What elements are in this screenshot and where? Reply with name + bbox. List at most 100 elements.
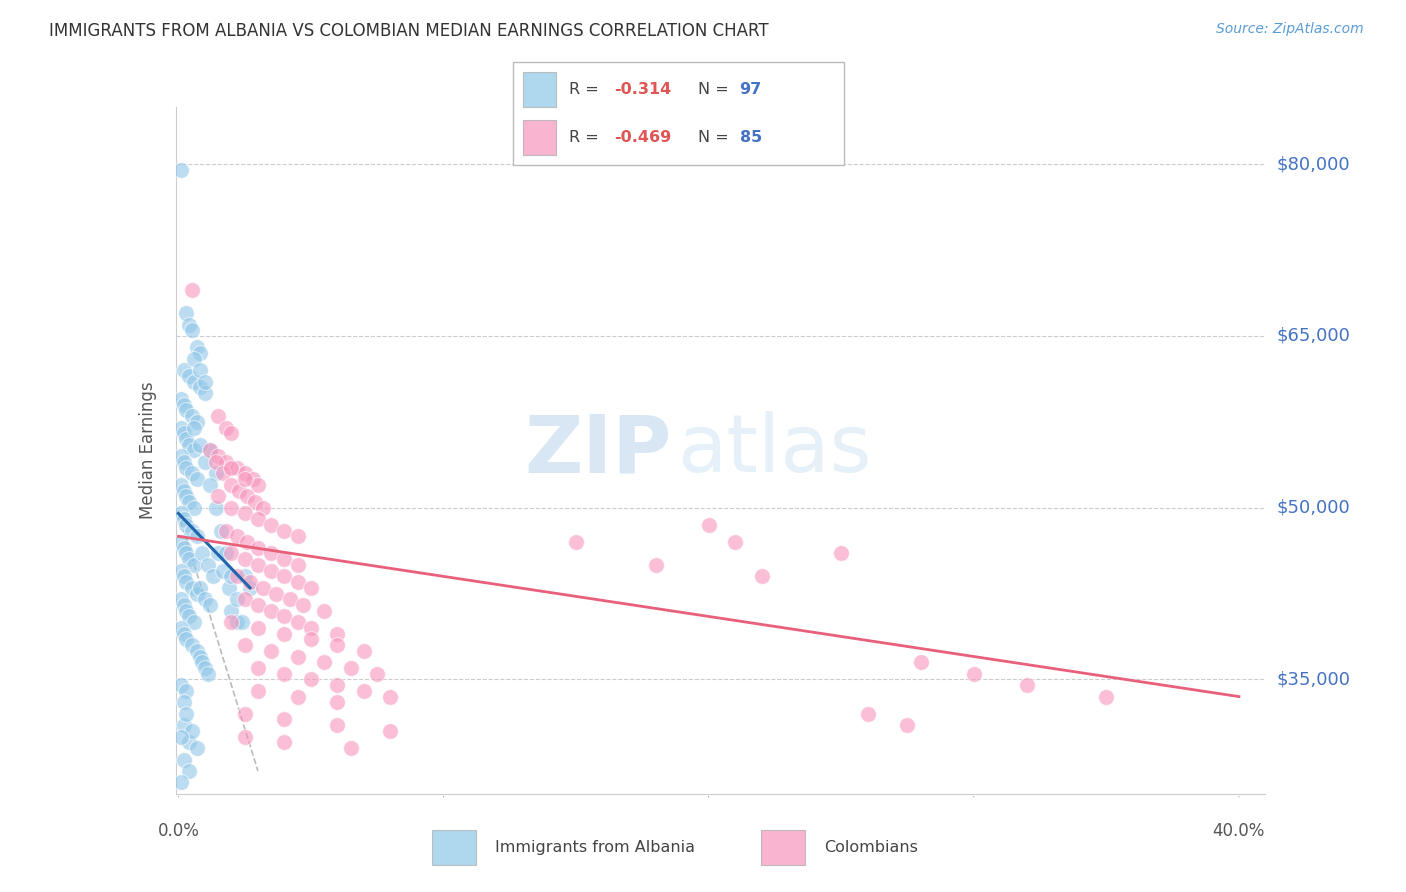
Point (186, 586, 208, 600)
Point (326, 718, 349, 732)
Point (183, 375, 205, 389)
Point (963, 666, 986, 681)
Point (186, 644, 208, 658)
Point (314, 655, 336, 669)
Point (239, 581, 262, 595)
Point (180, 723, 202, 738)
Point (326, 678, 349, 692)
Point (246, 598, 269, 612)
Point (233, 592, 256, 607)
Point (233, 706, 256, 721)
Point (194, 386, 217, 401)
Point (200, 478, 222, 492)
Point (173, 569, 195, 583)
Point (194, 455, 217, 469)
Point (186, 472, 208, 486)
Point (170, 420, 193, 434)
Point (176, 546, 198, 560)
Text: 40.0%: 40.0% (1213, 822, 1265, 840)
Point (287, 649, 309, 664)
Point (180, 323, 202, 337)
Point (173, 626, 195, 640)
FancyBboxPatch shape (761, 830, 804, 865)
Point (180, 409, 202, 424)
Text: Source: ZipAtlas.com: Source: ZipAtlas.com (1216, 22, 1364, 37)
Point (180, 467, 202, 481)
Text: 85: 85 (740, 130, 762, 145)
Point (186, 529, 208, 543)
Text: -0.314: -0.314 (614, 81, 671, 96)
Point (242, 472, 264, 486)
Point (183, 558, 205, 572)
Point (252, 500, 274, 515)
Text: 0.0%: 0.0% (157, 822, 200, 840)
Point (830, 546, 852, 560)
Point (910, 655, 932, 669)
Text: R =: R = (569, 81, 605, 96)
Point (177, 318, 200, 332)
Text: $80,000: $80,000 (1277, 155, 1350, 173)
FancyBboxPatch shape (523, 120, 557, 155)
Point (207, 489, 229, 503)
Point (225, 615, 247, 630)
Point (201, 569, 224, 583)
Point (353, 683, 375, 698)
Point (188, 438, 211, 452)
Point (180, 283, 202, 297)
Point (215, 546, 238, 560)
Point (273, 735, 295, 749)
Point (170, 449, 193, 463)
Point (339, 661, 361, 675)
Point (207, 409, 229, 424)
Point (233, 552, 256, 566)
Point (353, 644, 375, 658)
Point (191, 546, 214, 560)
Point (207, 546, 229, 560)
Point (183, 615, 205, 630)
Point (170, 592, 193, 607)
Point (896, 718, 918, 732)
FancyBboxPatch shape (513, 62, 844, 165)
Point (221, 569, 243, 583)
Point (225, 460, 247, 475)
Point (260, 564, 283, 578)
Point (204, 500, 226, 515)
Point (215, 455, 238, 469)
Point (221, 546, 243, 560)
Text: $35,000: $35,000 (1277, 671, 1351, 689)
Point (380, 690, 402, 704)
Text: -0.469: -0.469 (614, 130, 671, 145)
Point (273, 626, 295, 640)
Point (273, 713, 295, 727)
Point (273, 569, 295, 583)
Text: IMMIGRANTS FROM ALBANIA VS COLOMBIAN MEDIAN EARNINGS CORRELATION CHART: IMMIGRANTS FROM ALBANIA VS COLOMBIAN MED… (49, 22, 769, 40)
Point (273, 666, 295, 681)
Point (236, 489, 259, 503)
Point (246, 512, 269, 526)
Point (751, 569, 773, 583)
Point (287, 529, 309, 543)
Point (225, 592, 247, 607)
Point (221, 615, 243, 630)
Point (228, 483, 250, 498)
FancyBboxPatch shape (523, 71, 557, 106)
Point (273, 552, 295, 566)
Point (186, 340, 208, 354)
Text: Colombians: Colombians (824, 840, 918, 855)
Text: 97: 97 (740, 81, 762, 96)
Point (188, 380, 211, 394)
Point (191, 655, 214, 669)
Point (233, 569, 256, 583)
Point (233, 467, 256, 481)
Point (278, 592, 301, 607)
Point (188, 649, 211, 664)
Point (194, 375, 217, 389)
Point (245, 495, 267, 509)
Point (221, 500, 243, 515)
Point (200, 443, 222, 458)
Point (1095, 690, 1118, 704)
Point (856, 706, 879, 721)
Point (299, 632, 322, 647)
Point (188, 363, 211, 377)
Point (233, 730, 256, 744)
